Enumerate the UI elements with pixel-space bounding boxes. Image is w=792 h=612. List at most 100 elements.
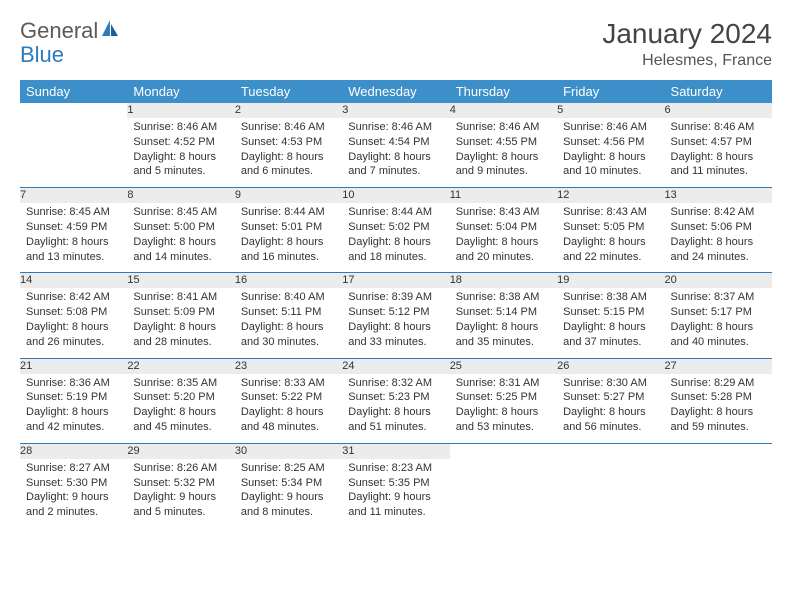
sunrise-text: Sunrise: 8:23 AM — [348, 461, 443, 476]
day-cell: Sunrise: 8:46 AMSunset: 4:54 PMDaylight:… — [342, 118, 449, 188]
day1-text: Daylight: 8 hours — [456, 405, 551, 420]
sunrise-text: Sunrise: 8:41 AM — [133, 290, 228, 305]
day-number: 30 — [235, 444, 342, 459]
day1-text: Daylight: 8 hours — [26, 320, 121, 335]
sunset-text: Sunset: 5:19 PM — [26, 390, 121, 405]
day-number: 19 — [557, 273, 664, 288]
weekday-header: Friday — [557, 80, 664, 103]
empty-cell — [665, 459, 772, 528]
day-number: 11 — [450, 188, 557, 203]
day1-text: Daylight: 8 hours — [456, 320, 551, 335]
sunrise-text: Sunrise: 8:43 AM — [456, 205, 551, 220]
day1-text: Daylight: 8 hours — [133, 405, 228, 420]
day2-text: and 48 minutes. — [241, 420, 336, 435]
day-cell: Sunrise: 8:31 AMSunset: 5:25 PMDaylight:… — [450, 374, 557, 444]
day2-text: and 28 minutes. — [133, 335, 228, 350]
day-cell: Sunrise: 8:41 AMSunset: 5:09 PMDaylight:… — [127, 288, 234, 358]
day1-text: Daylight: 8 hours — [456, 235, 551, 250]
day2-text: and 13 minutes. — [26, 250, 121, 265]
brand-logo: General — [20, 18, 122, 44]
sunset-text: Sunset: 5:09 PM — [133, 305, 228, 320]
sunset-text: Sunset: 5:05 PM — [563, 220, 658, 235]
title-block: January 2024 Helesmes, France — [602, 18, 772, 70]
day-number: 3 — [342, 103, 449, 118]
sunrise-text: Sunrise: 8:46 AM — [456, 120, 551, 135]
sunset-text: Sunset: 5:06 PM — [671, 220, 766, 235]
day-cell: Sunrise: 8:45 AMSunset: 5:00 PMDaylight:… — [127, 203, 234, 273]
weekday-header: Thursday — [450, 80, 557, 103]
sunset-text: Sunset: 5:14 PM — [456, 305, 551, 320]
day1-text: Daylight: 8 hours — [348, 320, 443, 335]
sunrise-text: Sunrise: 8:32 AM — [348, 376, 443, 391]
day-cell: Sunrise: 8:26 AMSunset: 5:32 PMDaylight:… — [127, 459, 234, 528]
day2-text: and 35 minutes. — [456, 335, 551, 350]
day2-text: and 14 minutes. — [133, 250, 228, 265]
day2-text: and 20 minutes. — [456, 250, 551, 265]
day-cell: Sunrise: 8:46 AMSunset: 4:55 PMDaylight:… — [450, 118, 557, 188]
sunrise-text: Sunrise: 8:44 AM — [348, 205, 443, 220]
day-cell: Sunrise: 8:29 AMSunset: 5:28 PMDaylight:… — [665, 374, 772, 444]
day2-text: and 8 minutes. — [241, 505, 336, 520]
day-number: 5 — [557, 103, 664, 118]
day-cell: Sunrise: 8:27 AMSunset: 5:30 PMDaylight:… — [20, 459, 127, 528]
sunrise-text: Sunrise: 8:46 AM — [241, 120, 336, 135]
daynum-row: 14151617181920 — [20, 273, 772, 288]
day-cell: Sunrise: 8:44 AMSunset: 5:01 PMDaylight:… — [235, 203, 342, 273]
day2-text: and 53 minutes. — [456, 420, 551, 435]
daynum-row: 123456 — [20, 103, 772, 118]
day1-text: Daylight: 8 hours — [671, 320, 766, 335]
sunset-text: Sunset: 5:35 PM — [348, 476, 443, 491]
day-cell: Sunrise: 8:43 AMSunset: 5:04 PMDaylight:… — [450, 203, 557, 273]
empty-cell — [450, 444, 557, 459]
day-cell: Sunrise: 8:42 AMSunset: 5:06 PMDaylight:… — [665, 203, 772, 273]
day-number: 8 — [127, 188, 234, 203]
day-number: 15 — [127, 273, 234, 288]
day-cell: Sunrise: 8:44 AMSunset: 5:02 PMDaylight:… — [342, 203, 449, 273]
sunrise-text: Sunrise: 8:42 AM — [671, 205, 766, 220]
daynum-row: 28293031 — [20, 444, 772, 459]
day-number: 7 — [20, 188, 127, 203]
day-cell: Sunrise: 8:39 AMSunset: 5:12 PMDaylight:… — [342, 288, 449, 358]
sunset-text: Sunset: 5:27 PM — [563, 390, 658, 405]
day2-text: and 45 minutes. — [133, 420, 228, 435]
sunrise-text: Sunrise: 8:25 AM — [241, 461, 336, 476]
day2-text: and 16 minutes. — [241, 250, 336, 265]
sunset-text: Sunset: 5:11 PM — [241, 305, 336, 320]
weekday-header: Wednesday — [342, 80, 449, 103]
day2-text: and 2 minutes. — [26, 505, 121, 520]
day-cell: Sunrise: 8:38 AMSunset: 5:15 PMDaylight:… — [557, 288, 664, 358]
day-number: 22 — [127, 359, 234, 374]
day2-text: and 51 minutes. — [348, 420, 443, 435]
sunset-text: Sunset: 5:17 PM — [671, 305, 766, 320]
day-cell: Sunrise: 8:30 AMSunset: 5:27 PMDaylight:… — [557, 374, 664, 444]
day2-text: and 6 minutes. — [241, 164, 336, 179]
day-number: 1 — [127, 103, 234, 118]
day1-text: Daylight: 8 hours — [26, 405, 121, 420]
day-number: 9 — [235, 188, 342, 203]
sunrise-text: Sunrise: 8:45 AM — [133, 205, 228, 220]
sunrise-text: Sunrise: 8:40 AM — [241, 290, 336, 305]
daybody-row: Sunrise: 8:45 AMSunset: 4:59 PMDaylight:… — [20, 203, 772, 273]
day1-text: Daylight: 8 hours — [671, 235, 766, 250]
daynum-row: 78910111213 — [20, 188, 772, 203]
day1-text: Daylight: 8 hours — [133, 320, 228, 335]
weekday-header: Monday — [127, 80, 234, 103]
day2-text: and 40 minutes. — [671, 335, 766, 350]
day2-text: and 11 minutes. — [348, 505, 443, 520]
daybody-row: Sunrise: 8:27 AMSunset: 5:30 PMDaylight:… — [20, 459, 772, 528]
day2-text: and 37 minutes. — [563, 335, 658, 350]
day-cell: Sunrise: 8:40 AMSunset: 5:11 PMDaylight:… — [235, 288, 342, 358]
day1-text: Daylight: 8 hours — [348, 235, 443, 250]
day1-text: Daylight: 8 hours — [456, 150, 551, 165]
day-cell: Sunrise: 8:46 AMSunset: 4:52 PMDaylight:… — [127, 118, 234, 188]
day2-text: and 56 minutes. — [563, 420, 658, 435]
day-cell: Sunrise: 8:35 AMSunset: 5:20 PMDaylight:… — [127, 374, 234, 444]
day2-text: and 30 minutes. — [241, 335, 336, 350]
sunset-text: Sunset: 5:30 PM — [26, 476, 121, 491]
day1-text: Daylight: 9 hours — [26, 490, 121, 505]
sunrise-text: Sunrise: 8:39 AM — [348, 290, 443, 305]
day1-text: Daylight: 9 hours — [241, 490, 336, 505]
day-number: 26 — [557, 359, 664, 374]
day2-text: and 5 minutes. — [133, 164, 228, 179]
day1-text: Daylight: 8 hours — [241, 150, 336, 165]
